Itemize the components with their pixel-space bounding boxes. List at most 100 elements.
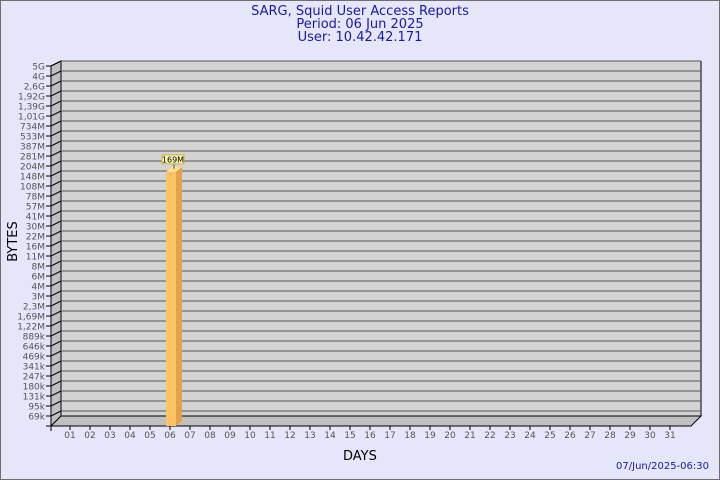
y-tick-label: 4G — [32, 73, 45, 83]
y-tick-diag — [50, 210, 62, 217]
y-tick-diag — [50, 200, 62, 207]
y-tick-label: 1,69M — [17, 313, 45, 323]
bar-top — [166, 166, 182, 172]
y-tick-label: 131k — [23, 393, 46, 403]
x-tick-label: 28 — [604, 431, 616, 441]
data-label: 169M — [162, 155, 184, 164]
y-tick-label: 108M — [20, 183, 45, 193]
y-tick-diag — [50, 260, 62, 267]
y-tick-diag — [50, 130, 62, 137]
x-tick-label: 05 — [144, 431, 155, 441]
y-tick-diag — [50, 150, 62, 157]
x-tick-label: 04 — [124, 431, 136, 441]
y-tick-diag — [50, 240, 62, 247]
y-tick-label: 469k — [23, 353, 46, 363]
y-tick-label: 16M — [26, 243, 45, 253]
y-tick-label: 889k — [23, 333, 46, 343]
y-tick-label: 95k — [28, 403, 45, 413]
chart-title: SARG, Squid User Access Reports — [251, 4, 469, 19]
y-tick-label: 1,22M — [17, 323, 45, 333]
plot-background — [51, 61, 701, 426]
x-tick-label: 31 — [664, 431, 675, 441]
y-tick-label: 180k — [23, 383, 46, 393]
x-tick-label: 02 — [84, 431, 95, 441]
y-tick-diag — [50, 390, 62, 397]
x-tick-label: 03 — [104, 431, 115, 441]
x-tick-label: 29 — [624, 431, 636, 441]
y-tick-label: 204M — [20, 163, 45, 173]
y-tick-diag — [50, 250, 62, 257]
y-tick-diag — [50, 350, 62, 357]
x-tick-label: 17 — [384, 431, 395, 441]
y-tick-diag — [50, 400, 62, 407]
x-tick-label: 10 — [244, 431, 256, 441]
x-tick-label: 01 — [64, 431, 75, 441]
y-tick-label: 387M — [20, 143, 45, 153]
y-tick-label: 2,3M — [23, 303, 45, 313]
y-tick-diag — [50, 110, 62, 117]
bar — [166, 171, 176, 426]
y-tick-label: 6M — [32, 273, 46, 283]
timestamp: 07/Jun/2025-06:30 — [616, 461, 709, 472]
y-tick-diag — [50, 160, 62, 167]
y-tick-diag — [50, 60, 62, 67]
y-tick-label: 22M — [26, 233, 45, 243]
y-tick-diag — [50, 380, 62, 387]
x-axis-label: DAYS — [343, 449, 377, 464]
x-tick-label: 21 — [464, 431, 475, 441]
y-tick-label: 69k — [28, 413, 45, 423]
y-tick-label: 30M — [26, 223, 45, 233]
y-tick-diag — [50, 290, 62, 297]
data-label-box — [161, 154, 185, 165]
y-tick-label: 2,6G — [24, 83, 45, 93]
x-tick-label: 19 — [424, 431, 436, 441]
y-tick-diag — [50, 120, 62, 127]
y-tick-label: 41M — [26, 213, 45, 223]
y-tick-label: 281M — [20, 153, 45, 163]
y-tick-diag — [50, 280, 62, 287]
y-tick-label: 247k — [23, 373, 46, 383]
x-tick-label: 18 — [404, 431, 416, 441]
y-tick-diag — [50, 410, 62, 417]
x-tick-label: 13 — [304, 431, 315, 441]
y-tick-label: 533M — [20, 133, 45, 143]
x-tick-label: 12 — [284, 431, 295, 441]
y-tick-label: 734M — [20, 123, 45, 133]
y-tick-label: 148M — [20, 173, 45, 183]
user: User: 10.42.42.171 — [297, 30, 423, 45]
y-tick-diag — [50, 230, 62, 237]
y-tick-diag — [50, 360, 62, 367]
y-axis-label: BYTES — [5, 221, 21, 262]
y-tick-diag — [50, 310, 62, 317]
y-tick-label: 3M — [32, 293, 46, 303]
y-tick-label: 1,01G — [18, 113, 45, 123]
y-tick-label: 341k — [23, 363, 46, 373]
x-tick-label: 16 — [364, 431, 376, 441]
y-tick-diag — [50, 320, 62, 327]
period: Period: 06 Jun 2025 — [296, 17, 424, 32]
x-tick-label: 09 — [224, 431, 236, 441]
y-tick-diag — [50, 70, 62, 77]
y-tick-label: 11M — [26, 253, 45, 263]
y-tick-label: 646k — [23, 343, 46, 353]
y-tick-diag — [50, 90, 62, 97]
y-tick-diag — [50, 370, 62, 377]
x-tick-label: 27 — [584, 431, 595, 441]
x-tick-label: 26 — [564, 431, 576, 441]
y-tick-label: 8M — [32, 263, 46, 273]
y-tick-diag — [50, 220, 62, 227]
x-tick-label: 22 — [484, 431, 495, 441]
y-tick-label: 1,39G — [18, 103, 45, 113]
y-tick-diag — [50, 170, 62, 177]
x-tick-label: 08 — [204, 431, 216, 441]
x-tick-label: 25 — [544, 431, 555, 441]
y-tick-diag — [50, 330, 62, 337]
x-tick-label: 14 — [324, 431, 336, 441]
x-tick-label: 15 — [344, 431, 355, 441]
x-tick-label: 20 — [444, 431, 456, 441]
x-tick-label: 30 — [644, 431, 656, 441]
y-tick-label: 5G — [32, 63, 45, 73]
x-tick-label: 11 — [264, 431, 275, 441]
bar-side — [176, 166, 182, 426]
